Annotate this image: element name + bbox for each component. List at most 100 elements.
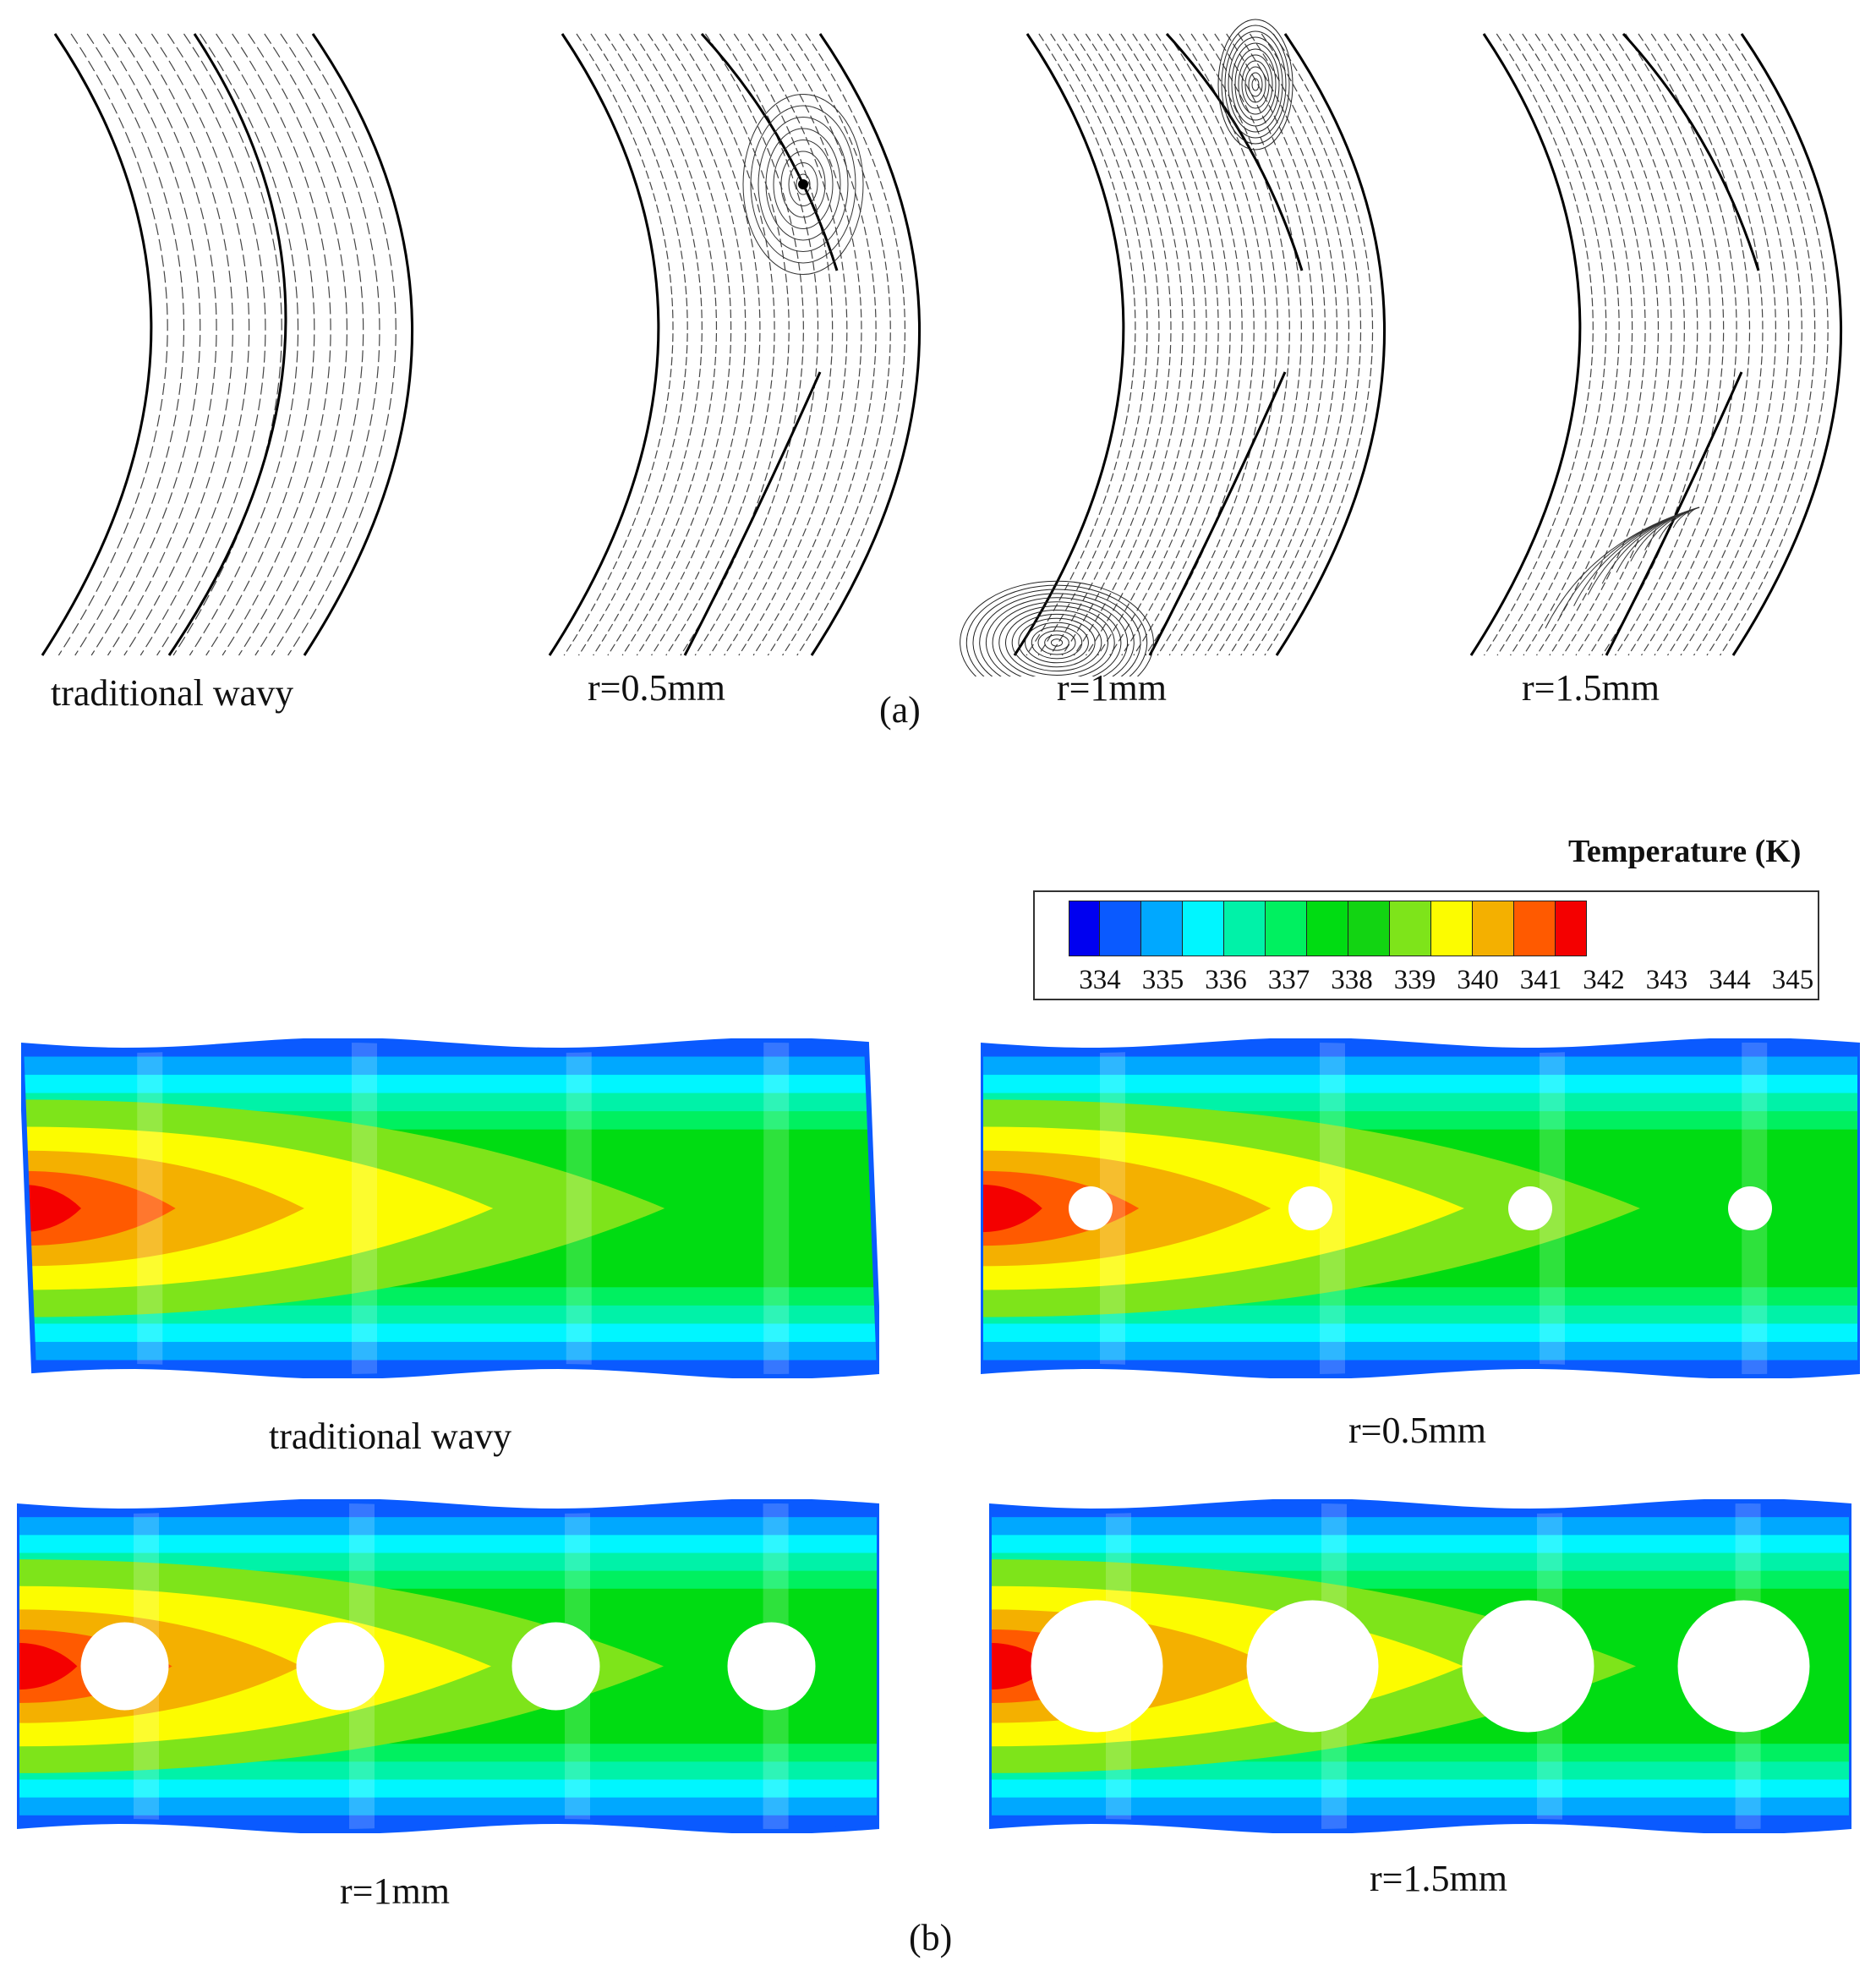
streamline bbox=[1026, 33, 1136, 656]
part-a-label: (a) bbox=[879, 689, 921, 731]
legend-swatch bbox=[1390, 901, 1431, 956]
streamline bbox=[549, 33, 659, 656]
streamline bbox=[1037, 33, 1148, 656]
contour-label-traditional: traditional wavy bbox=[269, 1416, 512, 1457]
vortex-ring bbox=[750, 105, 856, 264]
streamline-panel-2 bbox=[960, 19, 1386, 676]
streamline bbox=[563, 33, 674, 656]
contour-panel-r15 bbox=[989, 1499, 1851, 1833]
vortex-ring bbox=[1044, 634, 1069, 651]
legend-tick: 338 bbox=[1331, 965, 1373, 995]
fin-hole bbox=[1246, 1600, 1379, 1733]
legend-swatch bbox=[1266, 901, 1307, 956]
streamline bbox=[189, 33, 299, 656]
hot-contour bbox=[981, 1184, 1042, 1233]
streamline bbox=[636, 33, 747, 656]
channel-edge bbox=[981, 1038, 1860, 1378]
legend-swatch bbox=[1224, 901, 1266, 956]
fin-wall bbox=[167, 33, 287, 656]
separation-line bbox=[1644, 507, 1700, 550]
vortex-ring bbox=[960, 580, 1154, 676]
legend-swatch bbox=[1100, 901, 1141, 956]
streamline bbox=[1217, 33, 1326, 656]
contour-panel-r05 bbox=[981, 1038, 1860, 1378]
vortex-ring bbox=[796, 173, 811, 195]
streamline bbox=[1549, 33, 1660, 656]
streamline bbox=[74, 33, 185, 656]
hot-contour bbox=[17, 1642, 78, 1690]
legend-tick: 336 bbox=[1205, 965, 1247, 995]
legend-swatch bbox=[1514, 901, 1556, 956]
crest-highlight bbox=[137, 1040, 163, 1377]
contour-panel-traditional bbox=[21, 1038, 879, 1378]
streamline bbox=[1097, 33, 1207, 656]
legend-tick-labels: 334 335 336 337 338 339 340 341 342 343 344 345 bbox=[1060, 965, 1813, 999]
streamline-panel-3 bbox=[1469, 32, 1843, 656]
streamline bbox=[767, 33, 877, 656]
vortex-ring bbox=[1221, 25, 1290, 145]
vortex-core bbox=[798, 179, 808, 189]
streamline bbox=[1240, 33, 1350, 656]
streamline bbox=[1509, 33, 1620, 656]
channel-wall-left bbox=[548, 33, 660, 656]
streamline bbox=[694, 33, 804, 656]
legend-swatch bbox=[1473, 901, 1514, 956]
vortex-ring bbox=[979, 593, 1135, 676]
fin-hole bbox=[1728, 1186, 1772, 1230]
streamline bbox=[1614, 33, 1725, 656]
streamline bbox=[1168, 33, 1278, 656]
fin-hole bbox=[296, 1622, 385, 1711]
channel-wall-left bbox=[1013, 33, 1125, 656]
streamline bbox=[1049, 33, 1160, 656]
streamline bbox=[287, 33, 397, 656]
streamline bbox=[1204, 33, 1314, 656]
legend-swatch bbox=[1431, 901, 1473, 956]
fin-segment-lower bbox=[683, 371, 822, 656]
streamline bbox=[1719, 33, 1829, 656]
hot-contour bbox=[981, 1170, 1140, 1246]
vortex-ring bbox=[1018, 617, 1096, 668]
vortex-ring bbox=[1050, 638, 1064, 647]
streamline bbox=[1133, 33, 1243, 656]
channel-wall-left bbox=[41, 33, 153, 656]
vortex-ring bbox=[998, 605, 1115, 676]
streamline bbox=[254, 33, 364, 656]
streamline bbox=[1252, 33, 1362, 656]
fin-segment-upper bbox=[1165, 32, 1304, 271]
streamline bbox=[1157, 33, 1266, 656]
channel-edge bbox=[21, 1038, 879, 1378]
streamline bbox=[139, 33, 250, 656]
vortex-ring bbox=[1234, 48, 1277, 121]
streamline bbox=[708, 33, 819, 656]
fin-hole bbox=[1031, 1600, 1163, 1733]
streamline bbox=[811, 33, 921, 656]
vortex-ring bbox=[1037, 630, 1076, 655]
streamline-label-r05: r=0.5mm bbox=[588, 667, 725, 709]
channel-wall-right bbox=[303, 33, 414, 656]
streamline bbox=[1496, 33, 1607, 656]
streamline bbox=[57, 33, 168, 656]
vortex-ring bbox=[1241, 60, 1270, 109]
streamline bbox=[1228, 33, 1338, 656]
contour-label-r15: r=1.5mm bbox=[1370, 1858, 1507, 1899]
vortex-ring bbox=[1248, 72, 1263, 97]
vortex-ring bbox=[1005, 610, 1108, 676]
streamline bbox=[222, 33, 331, 656]
streamline bbox=[1014, 33, 1124, 656]
streamline bbox=[1180, 33, 1290, 656]
legend-tick: 343 bbox=[1645, 965, 1688, 995]
fin-hole bbox=[1677, 1600, 1810, 1733]
streamline-figure bbox=[41, 19, 1843, 676]
streamline bbox=[1523, 33, 1633, 656]
channel-wall-right bbox=[1731, 33, 1843, 656]
legend-title: Temperature (K) bbox=[1568, 834, 1802, 869]
streamline bbox=[1061, 33, 1172, 656]
legend-tick: 344 bbox=[1709, 965, 1751, 995]
fin-hole bbox=[80, 1622, 169, 1711]
vortex-ring bbox=[1025, 622, 1089, 664]
channel-wall-left bbox=[1469, 33, 1582, 656]
streamline bbox=[724, 33, 834, 656]
streamline bbox=[41, 33, 152, 656]
fin-segment-upper bbox=[1622, 32, 1760, 271]
legend-swatch bbox=[1183, 901, 1224, 956]
